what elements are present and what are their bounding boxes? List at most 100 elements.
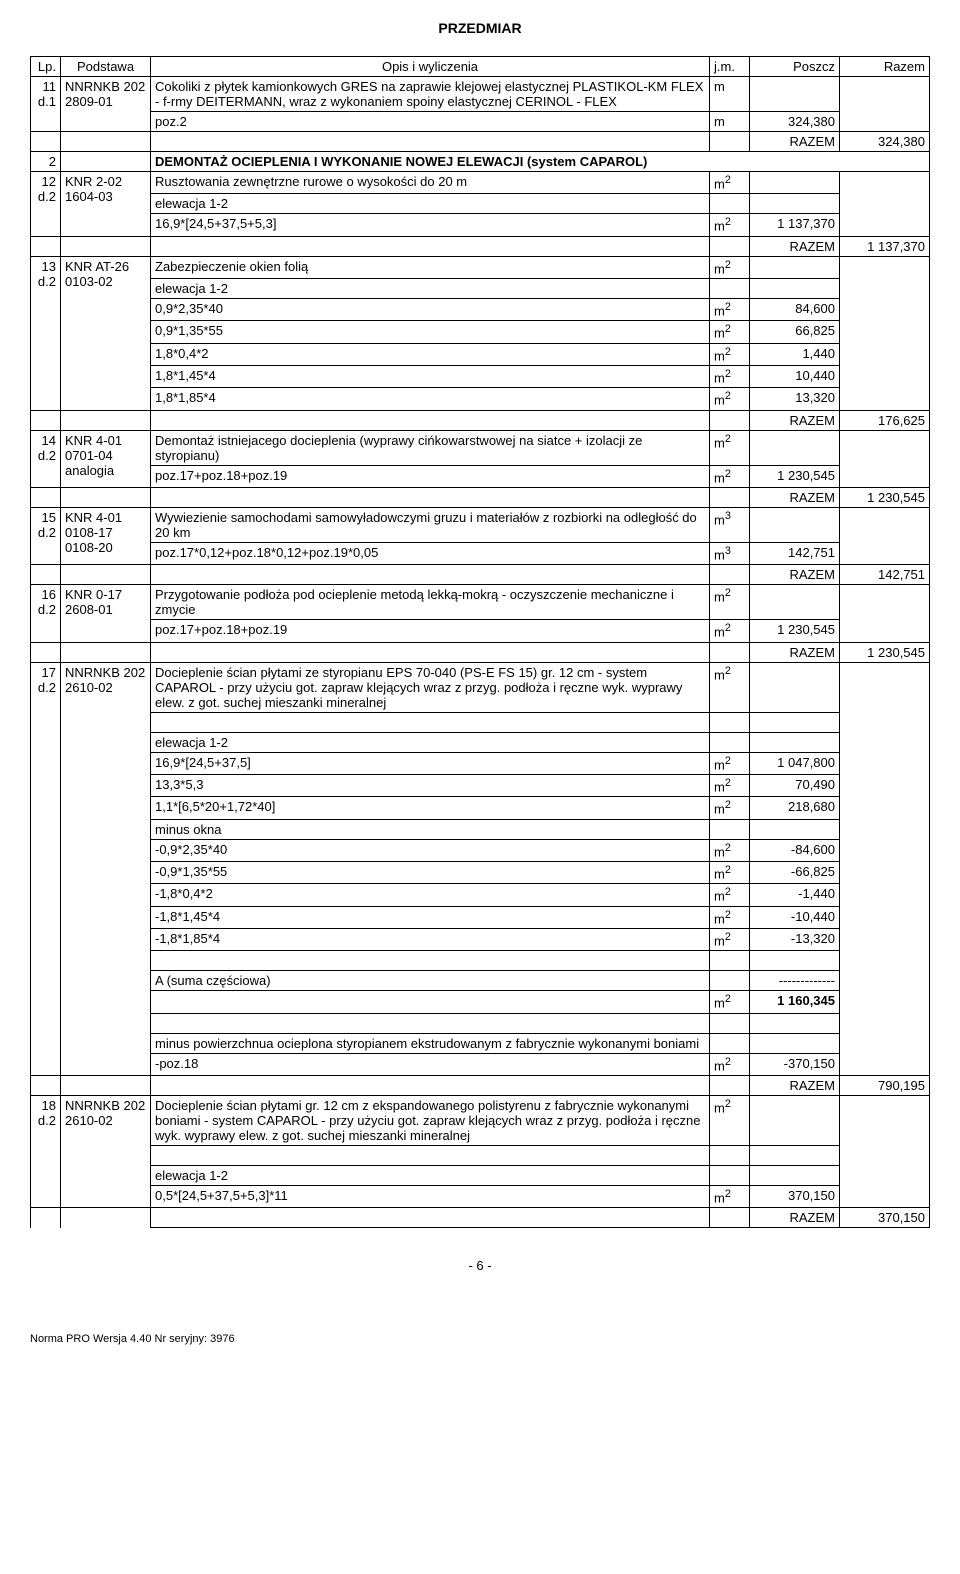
sub-row: poz.17*0,12+poz.18*0,12+poz.19*0,05 m3 1… bbox=[31, 542, 930, 564]
sub-jm: m2 bbox=[710, 365, 750, 387]
sub-poszcz: 142,751 bbox=[750, 542, 840, 564]
sub-opis: -1,8*0,4*2 bbox=[151, 884, 710, 906]
razem-value: 176,625 bbox=[840, 410, 930, 430]
item-jm: m bbox=[710, 77, 750, 112]
sub-jm: m2 bbox=[710, 839, 750, 861]
razem-row: RAZEM 1 230,545 bbox=[31, 642, 930, 662]
razem-opis bbox=[151, 410, 710, 430]
sub-row: -0,9*1,35*55 m2 -66,825 bbox=[31, 861, 930, 883]
sub-jm bbox=[710, 732, 750, 752]
sub-poszcz bbox=[750, 1145, 840, 1165]
sub-razem bbox=[840, 620, 930, 642]
sub-razem bbox=[840, 542, 930, 564]
item-poszcz bbox=[750, 430, 840, 465]
sub-jm: m2 bbox=[710, 465, 750, 487]
sub-razem bbox=[840, 797, 930, 819]
sub-razem bbox=[840, 971, 930, 991]
sub-opis: 1,8*0,4*2 bbox=[151, 343, 710, 365]
sub-poszcz bbox=[750, 1033, 840, 1053]
sub-opis: -0,9*2,35*40 bbox=[151, 839, 710, 861]
header-jm: j.m. bbox=[710, 57, 750, 77]
sub-razem bbox=[840, 884, 930, 906]
item-row: 15d.2 KNR 4-01 0108-17 0108-20 Wywiezien… bbox=[31, 507, 930, 542]
sub-row: 0,5*[24,5+37,5+5,3]*11 m2 370,150 bbox=[31, 1185, 930, 1207]
sub-row: minus powierzchnua ocieplona styropianem… bbox=[31, 1033, 930, 1053]
sub-opis: A (suma częściowa) bbox=[151, 971, 710, 991]
item-jm: m2 bbox=[710, 662, 750, 712]
sub-row: poz.2 m 324,380 bbox=[31, 112, 930, 132]
sub-row: elewacja 1-2 bbox=[31, 278, 930, 298]
razem-opis bbox=[151, 132, 710, 152]
header-opis: Opis i wyliczenia bbox=[151, 57, 710, 77]
sub-jm: m2 bbox=[710, 752, 750, 774]
item-razem bbox=[840, 172, 930, 194]
sub-jm: m2 bbox=[710, 388, 750, 410]
sub-jm: m2 bbox=[710, 298, 750, 320]
item-razem bbox=[840, 507, 930, 542]
item-opis: Cokoliki z płytek kamionkowych GRES na z… bbox=[151, 77, 710, 112]
sub-razem bbox=[840, 1165, 930, 1185]
item-opis: Demontaż istniejacego docieplenia (wypra… bbox=[151, 430, 710, 465]
item-lp: 13d.2 bbox=[31, 256, 61, 410]
razem-label: RAZEM bbox=[750, 1208, 840, 1228]
sub-opis: poz.2 bbox=[151, 112, 710, 132]
item-poszcz bbox=[750, 1095, 840, 1145]
sub-opis: -1,8*1,85*4 bbox=[151, 928, 710, 950]
razem-lp bbox=[31, 132, 61, 152]
item-lp: 11d.1 bbox=[31, 77, 61, 132]
sub-opis: elewacja 1-2 bbox=[151, 278, 710, 298]
razem-podstawa bbox=[61, 236, 151, 256]
razem-row: RAZEM 1 137,370 bbox=[31, 236, 930, 256]
razem-value: 142,751 bbox=[840, 565, 930, 585]
razem-value: 1 230,545 bbox=[840, 642, 930, 662]
razem-opis bbox=[151, 487, 710, 507]
item-poszcz bbox=[750, 585, 840, 620]
page-number: - 6 - bbox=[30, 1258, 930, 1273]
sub-poszcz: -10,440 bbox=[750, 906, 840, 928]
sub-row: -1,8*1,45*4 m2 -10,440 bbox=[31, 906, 930, 928]
item-row: 12d.2 KNR 2-02 1604-03 Rusztowania zewnę… bbox=[31, 172, 930, 194]
razem-jm bbox=[710, 642, 750, 662]
item-razem bbox=[840, 1095, 930, 1145]
item-opis: Docieplenie ścian płytami ze styropianu … bbox=[151, 662, 710, 712]
item-jm: m2 bbox=[710, 585, 750, 620]
sub-jm bbox=[710, 971, 750, 991]
item-podstawa: KNR 0-17 2608-01 bbox=[61, 585, 151, 642]
sub-opis: poz.17+poz.18+poz.19 bbox=[151, 465, 710, 487]
razem-podstawa bbox=[61, 1075, 151, 1095]
sub-jm: m2 bbox=[710, 906, 750, 928]
sub-poszcz bbox=[750, 732, 840, 752]
razem-podstawa bbox=[61, 410, 151, 430]
item-razem bbox=[840, 430, 930, 465]
sub-razem bbox=[840, 712, 930, 732]
razem-jm bbox=[710, 410, 750, 430]
sub-razem bbox=[840, 861, 930, 883]
sub-poszcz: ------------- bbox=[750, 971, 840, 991]
sub-row: A (suma częściowa) ------------- bbox=[31, 971, 930, 991]
razem-value: 324,380 bbox=[840, 132, 930, 152]
sub-opis: elewacja 1-2 bbox=[151, 732, 710, 752]
item-row: 18d.2 NNRNKB 202 2610-02 Docieplenie ści… bbox=[31, 1095, 930, 1145]
razem-value: 790,195 bbox=[840, 1075, 930, 1095]
item-razem bbox=[840, 77, 930, 112]
item-poszcz bbox=[750, 507, 840, 542]
item-lp: 15d.2 bbox=[31, 507, 61, 564]
sub-jm: m3 bbox=[710, 542, 750, 564]
header-podstawa: Podstawa bbox=[61, 57, 151, 77]
sub-razem bbox=[840, 465, 930, 487]
sub-poszcz bbox=[750, 951, 840, 971]
razem-opis bbox=[151, 642, 710, 662]
header-razem: Razem bbox=[840, 57, 930, 77]
header-poszcz: Poszcz bbox=[750, 57, 840, 77]
sub-poszcz: 70,490 bbox=[750, 774, 840, 796]
razem-value: 1 230,545 bbox=[840, 487, 930, 507]
sub-poszcz: 324,380 bbox=[750, 112, 840, 132]
razem-lp bbox=[31, 236, 61, 256]
sub-opis: 0,5*[24,5+37,5+5,3]*11 bbox=[151, 1185, 710, 1207]
sub-row: -0,9*2,35*40 m2 -84,600 bbox=[31, 839, 930, 861]
sub-razem bbox=[840, 839, 930, 861]
item-row: 17d.2 NNRNKB 202 2610-02 Docieplenie ści… bbox=[31, 662, 930, 712]
sub-poszcz bbox=[750, 819, 840, 839]
razem-row: RAZEM 1 230,545 bbox=[31, 487, 930, 507]
item-lp: 17d.2 bbox=[31, 662, 61, 1075]
